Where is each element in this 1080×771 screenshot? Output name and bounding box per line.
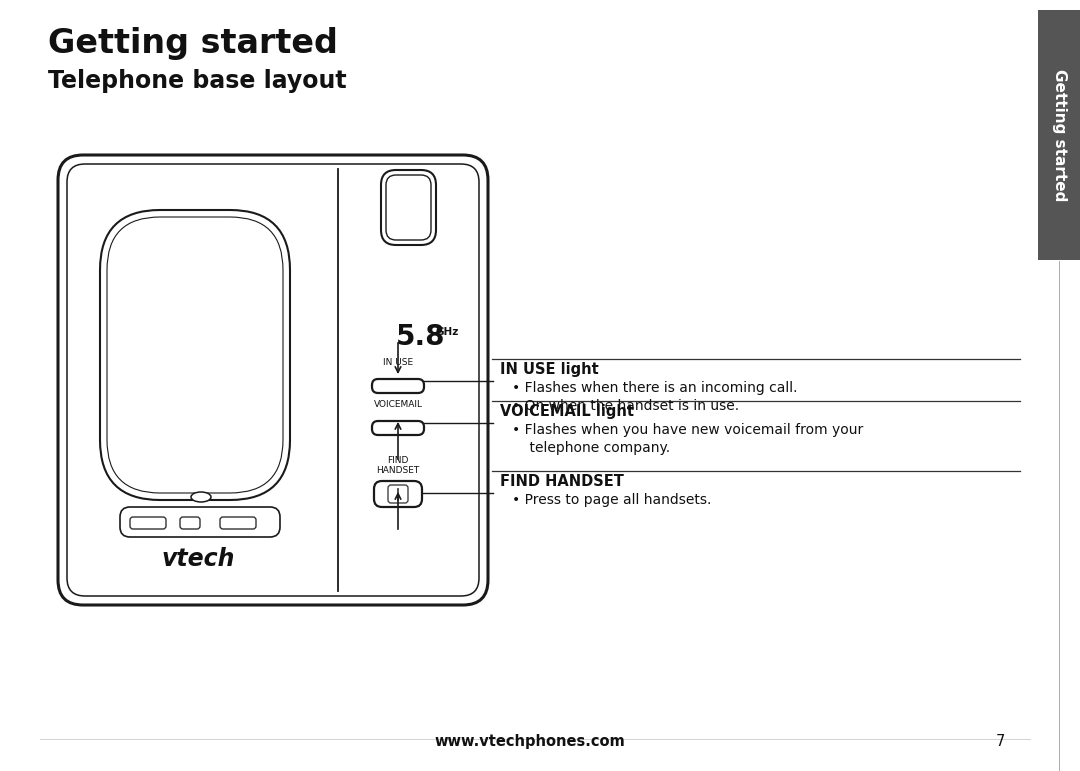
FancyBboxPatch shape [381, 170, 436, 245]
Text: GHz: GHz [436, 327, 459, 337]
FancyBboxPatch shape [372, 421, 424, 435]
FancyBboxPatch shape [372, 379, 424, 393]
Text: FIND: FIND [388, 456, 408, 465]
Text: • Flashes when there is an incoming call.: • Flashes when there is an incoming call… [512, 381, 797, 395]
Text: HANDSET: HANDSET [376, 466, 420, 475]
Text: 7: 7 [996, 734, 1005, 749]
Text: • Flashes when you have new voicemail from your: • Flashes when you have new voicemail fr… [512, 423, 863, 437]
Text: VOICEMAIL: VOICEMAIL [374, 400, 422, 409]
Text: IN USE: IN USE [383, 358, 413, 367]
Text: 5.8: 5.8 [396, 323, 446, 351]
FancyBboxPatch shape [107, 217, 283, 493]
Bar [1038, 10, 1080, 260]
FancyBboxPatch shape [100, 210, 291, 500]
Text: • On when the handset is in use.: • On when the handset is in use. [512, 399, 739, 413]
FancyBboxPatch shape [67, 164, 480, 596]
FancyBboxPatch shape [180, 517, 200, 529]
Text: Telephone base layout: Telephone base layout [48, 69, 347, 93]
FancyBboxPatch shape [130, 517, 166, 529]
Text: telephone company.: telephone company. [512, 441, 670, 455]
FancyBboxPatch shape [374, 481, 422, 507]
FancyBboxPatch shape [388, 485, 408, 503]
Ellipse shape [191, 492, 211, 502]
Text: IN USE light: IN USE light [500, 362, 598, 377]
Text: • Press to page all handsets.: • Press to page all handsets. [512, 493, 712, 507]
FancyBboxPatch shape [220, 517, 256, 529]
Text: www.vtechphones.com: www.vtechphones.com [434, 734, 625, 749]
Text: VOICEMAIL light: VOICEMAIL light [500, 404, 634, 419]
FancyBboxPatch shape [58, 155, 488, 605]
Text: vtech: vtech [161, 547, 234, 571]
Text: Getting started: Getting started [48, 27, 338, 60]
Text: FIND HANDSET: FIND HANDSET [500, 474, 624, 489]
FancyBboxPatch shape [120, 507, 280, 537]
Text: Getting started: Getting started [1052, 69, 1067, 201]
FancyBboxPatch shape [386, 175, 431, 240]
